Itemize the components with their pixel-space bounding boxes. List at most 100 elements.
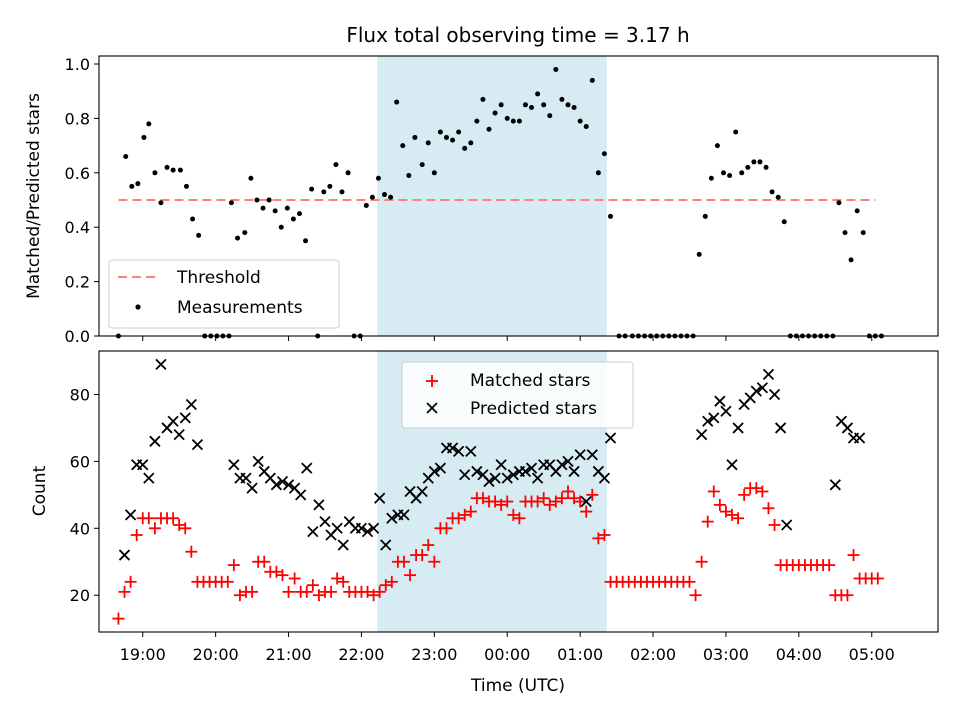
predicted-star-point-b bbox=[696, 428, 708, 441]
predicted-star-point bbox=[167, 415, 179, 427]
predicted-star-point-b bbox=[270, 479, 283, 491]
predicted-star-point-b bbox=[501, 472, 513, 484]
matched-star-point bbox=[258, 555, 271, 568]
top-y-tick-label: 0.4 bbox=[65, 218, 90, 237]
predicted-star-point-b bbox=[495, 459, 507, 471]
predicted-star-point-b bbox=[288, 482, 301, 494]
x-tick-label: 00:00 bbox=[484, 645, 530, 664]
predicted-star-point-b bbox=[726, 459, 738, 471]
measurement-point bbox=[565, 102, 571, 108]
matched-star-point bbox=[707, 485, 720, 498]
predicted-star-point bbox=[841, 422, 854, 434]
bottom-y-tick-label: 80 bbox=[70, 385, 90, 404]
matched-star-point bbox=[367, 589, 380, 602]
predicted-star-point-b bbox=[185, 398, 197, 411]
measurement-point bbox=[183, 183, 189, 189]
predicted-star-point bbox=[118, 549, 131, 561]
predicted-star-point-b bbox=[143, 472, 155, 484]
bottom-y-axis-label: Count bbox=[30, 465, 50, 516]
predicted-star-point-b bbox=[428, 465, 440, 478]
legend-predicted-swatch bbox=[426, 402, 438, 414]
predicted-star-point bbox=[434, 462, 447, 474]
matched-star-point bbox=[428, 555, 441, 568]
matched-star-point bbox=[331, 572, 344, 585]
measurement-point bbox=[254, 197, 260, 203]
predicted-star-point-b bbox=[246, 482, 258, 494]
matched-star-point bbox=[586, 488, 599, 501]
measurement-point bbox=[425, 140, 431, 146]
predicted-star-point bbox=[374, 492, 386, 504]
predicted-star-point bbox=[726, 459, 738, 471]
predicted-star-point bbox=[781, 519, 793, 531]
measurement-point bbox=[842, 230, 848, 236]
bottom-y-tick-label: 40 bbox=[70, 519, 90, 538]
predicted-star-point-b bbox=[446, 442, 459, 454]
matched-star-point bbox=[489, 495, 502, 508]
predicted-star-point bbox=[252, 455, 264, 468]
measurement-point bbox=[135, 181, 141, 187]
matched-star-point bbox=[306, 579, 319, 592]
predicted-star-point-b bbox=[586, 449, 598, 461]
predicted-star-point bbox=[568, 465, 580, 478]
measurement-point bbox=[486, 126, 492, 132]
top-y-tick-label: 0.6 bbox=[65, 164, 90, 183]
predicted-star-point bbox=[143, 472, 155, 484]
measurement-point bbox=[228, 200, 234, 206]
predicted-star-point bbox=[756, 382, 769, 394]
predicted-star-point bbox=[829, 479, 841, 491]
measurement-point bbox=[510, 118, 516, 124]
matched-star-point bbox=[738, 488, 751, 501]
measurement-point bbox=[769, 189, 775, 195]
measurement-point bbox=[529, 105, 535, 111]
predicted-star-point bbox=[380, 539, 392, 551]
predicted-star-point-b bbox=[768, 388, 781, 401]
measurement-point bbox=[412, 134, 418, 140]
predicted-star-point-b bbox=[471, 465, 483, 478]
predicted-star-point bbox=[398, 509, 410, 521]
x-tick-label: 20:00 bbox=[193, 645, 239, 664]
predicted-star-point bbox=[307, 526, 319, 538]
predicted-star-point-b bbox=[853, 432, 866, 444]
measurement-point bbox=[296, 211, 302, 217]
measurement-point bbox=[303, 238, 309, 244]
top-axes-frame bbox=[98, 55, 939, 337]
measurement-point bbox=[516, 118, 522, 124]
matched-star-point bbox=[543, 498, 556, 511]
matched-star-point bbox=[580, 505, 593, 518]
predicted-star-point bbox=[696, 428, 708, 441]
measurement-point bbox=[382, 192, 388, 198]
predicted-star-point bbox=[319, 515, 331, 528]
matched-star-point bbox=[495, 498, 508, 511]
measurement-point bbox=[571, 105, 577, 111]
predicted-star-point-b bbox=[531, 472, 544, 484]
predicted-star-point bbox=[768, 388, 781, 401]
matched-star-point bbox=[440, 522, 453, 535]
top-x-axis-ticks bbox=[142, 336, 873, 341]
predicted-star-point bbox=[459, 469, 471, 481]
measurement-point bbox=[601, 151, 607, 157]
matched-star-point bbox=[501, 495, 514, 508]
matched-star-point bbox=[276, 569, 289, 582]
measurement-point bbox=[369, 194, 375, 200]
predicted-star-point-b bbox=[374, 492, 386, 504]
predicted-star-point-b bbox=[331, 522, 343, 534]
measurement-point bbox=[583, 124, 589, 130]
matched-star-point bbox=[574, 495, 587, 508]
matched-star-point bbox=[173, 518, 186, 531]
measurement-point bbox=[450, 137, 456, 143]
predicted-star-point-b bbox=[179, 412, 191, 424]
measurement-point bbox=[781, 219, 787, 225]
predicted-star-point bbox=[531, 472, 544, 484]
matched-star-point bbox=[112, 612, 125, 625]
matched-star-point bbox=[732, 512, 745, 525]
predicted-stars-points bbox=[118, 358, 866, 561]
matched-star-point bbox=[841, 589, 854, 602]
predicted-star-point bbox=[124, 509, 137, 521]
measurement-point bbox=[708, 175, 714, 181]
predicted-star-point-b bbox=[556, 459, 568, 471]
predicted-star-point-b bbox=[137, 459, 149, 471]
measurement-point bbox=[577, 118, 583, 124]
measurement-point bbox=[702, 213, 708, 219]
bottom-legend: Matched stars Predicted stars bbox=[401, 361, 634, 429]
